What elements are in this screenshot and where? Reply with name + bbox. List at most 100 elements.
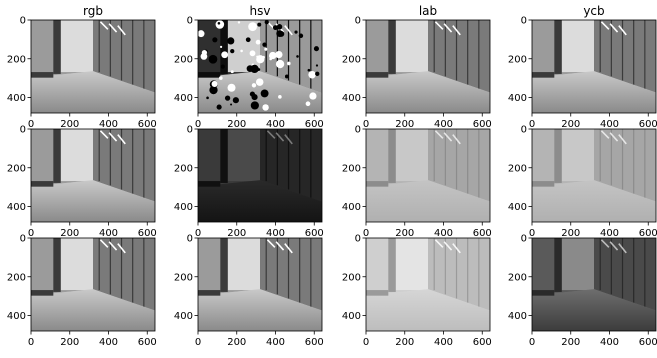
x-tick-label: 200	[561, 228, 580, 239]
pillar	[388, 20, 396, 74]
hue-speckle	[251, 83, 257, 88]
hue-speckle	[296, 55, 299, 58]
ceiling-light	[434, 239, 444, 248]
x-tick-label: 400	[600, 337, 619, 348]
hue-speckle	[230, 49, 235, 54]
hue-speckle	[315, 71, 320, 76]
right-wall	[428, 20, 490, 93]
x-tick-label: 200	[561, 119, 580, 130]
y-tick-label: 200	[508, 272, 527, 283]
pillar	[388, 129, 396, 183]
x-tick-label: 600	[305, 337, 324, 348]
axes-frame	[531, 19, 657, 114]
y-tick-label: 0	[20, 234, 26, 245]
x-tick-label: 600	[138, 228, 157, 239]
x-tick-label: 0	[363, 228, 369, 239]
hue-speckle	[264, 47, 268, 51]
hue-speckle	[212, 37, 218, 43]
baseboard	[532, 181, 555, 187]
hue-speckle	[240, 49, 243, 53]
pillar	[554, 238, 562, 292]
hue-speckle	[230, 70, 234, 74]
hue-speckle	[269, 51, 277, 60]
panel-lab-row-1: 0 200 400 600 0 200 400	[342, 16, 492, 131]
hue-speckle	[198, 30, 205, 38]
far-wall	[60, 20, 93, 73]
x-tick-label: 0	[28, 119, 34, 130]
panel-image	[31, 238, 155, 331]
x-tick-label: 400	[99, 119, 118, 130]
panel-image	[31, 129, 155, 222]
right-wall	[93, 129, 155, 202]
floor	[31, 71, 155, 113]
hue-speckle	[257, 22, 262, 27]
ceiling-light	[99, 130, 109, 139]
baseboard	[532, 290, 555, 296]
baseboard	[532, 72, 555, 78]
x-tick-label: 200	[60, 228, 79, 239]
panel-rgb-row-1: 0 200 400 600 0 200 400	[7, 16, 157, 131]
x-tick-label: 400	[99, 228, 118, 239]
pillar	[220, 238, 228, 292]
baseboard	[198, 181, 221, 187]
x-tick-label: 0	[195, 119, 201, 130]
ceiling-light	[266, 130, 276, 139]
ceiling-light	[284, 25, 293, 36]
pillar	[554, 20, 562, 74]
hue-speckle	[275, 50, 283, 59]
ceiling-light	[618, 243, 627, 254]
far-wall	[395, 129, 428, 182]
panel-ycb-row-3: 0 200 400 600 0 200 400	[508, 234, 657, 349]
hue-speckle	[309, 92, 317, 100]
panel-image	[532, 20, 656, 113]
ceiling-light	[99, 239, 109, 248]
hue-speckle	[237, 21, 241, 24]
ceiling-light	[434, 130, 444, 139]
panel-hsv-row-2: 0 200 400 600 0 200 400	[174, 125, 324, 240]
panel-ycb-row-1: 0 200 400 600 0 200 400	[508, 16, 657, 131]
y-tick-label: 400	[508, 311, 527, 322]
hue-speckle	[313, 46, 319, 52]
hue-speckle	[260, 89, 269, 98]
hue-speckle	[215, 20, 225, 29]
panels-layer: 0 200 400 600 0 200 400 0 200 400 600 0 200 400 0 200 40…	[7, 16, 657, 349]
hue-speckle	[217, 22, 221, 25]
ceiling-light	[452, 25, 461, 36]
ceiling-light	[108, 23, 118, 33]
axes-frame	[197, 237, 323, 332]
right-wall	[93, 238, 155, 311]
right-wall	[260, 238, 322, 311]
x-tick-label: 200	[227, 119, 246, 130]
x-tick-label: 0	[529, 337, 535, 348]
hue-speckle	[251, 94, 258, 101]
axes-frame	[197, 19, 323, 114]
right-wall	[93, 20, 155, 93]
panel-rgb-row-3: 0 200 400 600 0 200 400	[7, 234, 157, 349]
hue-speckle	[221, 51, 229, 59]
baseboard	[366, 290, 389, 296]
hue-speckle	[220, 45, 223, 48]
axes-frame	[531, 237, 657, 332]
axes-frame	[531, 128, 657, 223]
y-tick-label: 0	[521, 234, 527, 245]
x-tick-label: 600	[305, 228, 324, 239]
ceiling-light	[117, 134, 126, 145]
axes-frame	[365, 128, 491, 223]
right-wall	[428, 238, 490, 311]
ceiling-light	[434, 21, 444, 30]
baseboard	[31, 290, 54, 296]
y-tick-label: 400	[7, 311, 26, 322]
far-wall	[60, 238, 93, 291]
x-tick-label: 200	[395, 228, 414, 239]
y-tick-label: 400	[174, 93, 193, 104]
baseboard	[366, 181, 389, 187]
panel-image	[366, 238, 490, 331]
hue-speckle	[315, 64, 319, 67]
hue-speckle	[245, 37, 251, 43]
y-tick-label: 0	[355, 234, 361, 245]
hue-speckle	[227, 37, 235, 45]
column-title-rgb: rgb	[83, 4, 103, 18]
panel-ycb-row-2: 0 200 400 600 0 200 400	[508, 125, 657, 240]
hue-speckle	[307, 68, 311, 72]
y-tick-label: 0	[187, 125, 193, 136]
